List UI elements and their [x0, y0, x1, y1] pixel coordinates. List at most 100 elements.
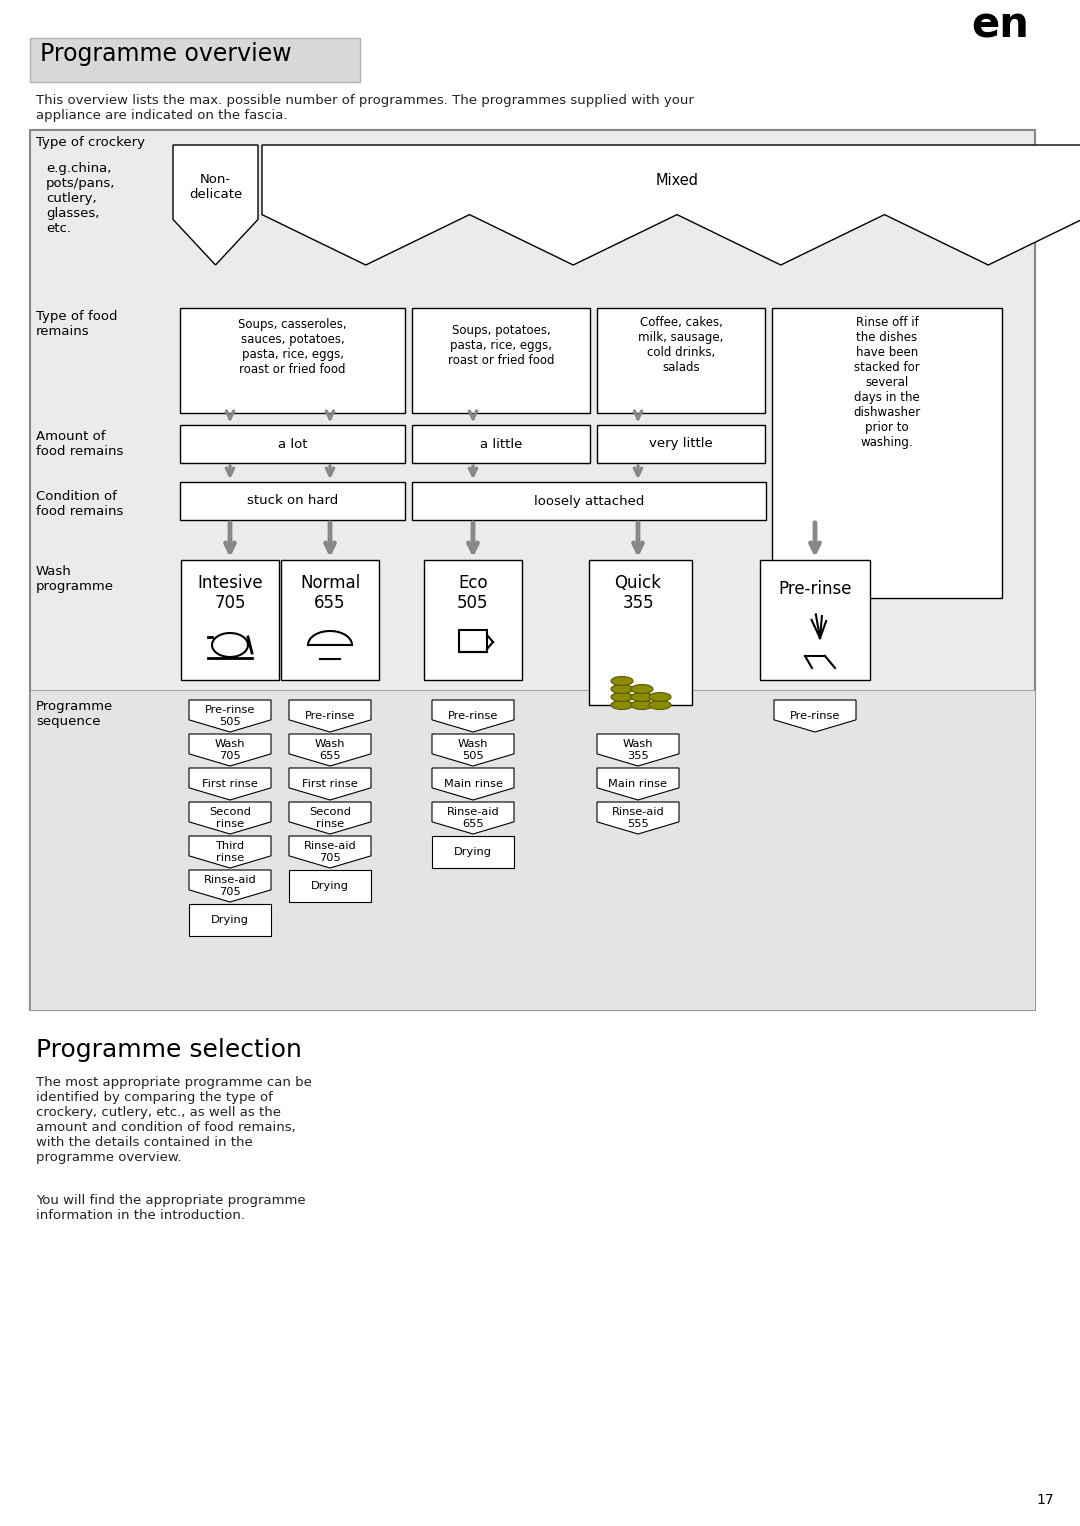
Polygon shape	[774, 700, 856, 732]
Text: 17: 17	[1036, 1492, 1054, 1508]
Bar	[597, 426, 765, 462]
Text: Second
rinse: Second rinse	[309, 807, 351, 829]
Ellipse shape	[649, 700, 671, 710]
Text: Pre-rinse: Pre-rinse	[779, 580, 852, 598]
Polygon shape	[189, 870, 271, 902]
Bar	[180, 426, 405, 462]
Text: Drying: Drying	[311, 881, 349, 891]
Text: 705: 705	[214, 594, 246, 612]
Polygon shape	[173, 145, 258, 266]
Text: Normal: Normal	[300, 574, 360, 592]
Text: Non-
delicate: Non- delicate	[189, 172, 242, 201]
Text: Type of food
remains: Type of food remains	[36, 310, 118, 337]
Bar	[189, 903, 271, 935]
Bar	[289, 870, 372, 902]
Polygon shape	[432, 700, 514, 732]
Polygon shape	[289, 836, 372, 868]
Text: First rinse: First rinse	[302, 778, 357, 789]
Ellipse shape	[649, 693, 671, 702]
Text: Programme
sequence: Programme sequence	[36, 700, 113, 728]
Bar	[411, 482, 766, 520]
Ellipse shape	[611, 685, 633, 693]
Bar	[760, 560, 870, 681]
Polygon shape	[189, 734, 271, 766]
Text: Wash
655: Wash 655	[314, 739, 346, 761]
Text: Wash
programme: Wash programme	[36, 565, 114, 594]
Text: Mixed: Mixed	[656, 172, 699, 188]
Text: Second
rinse: Second rinse	[210, 807, 251, 829]
Text: Rinse-aid
705: Rinse-aid 705	[204, 876, 256, 897]
Polygon shape	[189, 700, 271, 732]
Text: Coffee, cakes,
milk, sausage,
cold drinks,
salads: Coffee, cakes, milk, sausage, cold drink…	[638, 316, 724, 374]
Text: Pre-rinse: Pre-rinse	[448, 711, 498, 720]
Text: Rinse off if
the dishes
have been
stacked for
several
days in the
dishwasher
pri: Rinse off if the dishes have been stacke…	[853, 316, 920, 449]
Text: Rinse-aid
655: Rinse-aid 655	[447, 807, 499, 829]
Text: loosely attached: loosely attached	[534, 494, 644, 508]
Text: This overview lists the max. possible number of programmes. The programmes suppl: This overview lists the max. possible nu…	[36, 95, 693, 122]
Text: Pre-rinse
505: Pre-rinse 505	[205, 705, 255, 726]
Text: Type of crockery: Type of crockery	[36, 136, 145, 150]
Text: Pre-rinse: Pre-rinse	[789, 711, 840, 720]
Text: 355: 355	[622, 594, 653, 612]
Text: Soups, casseroles,
sauces, potatoes,
pasta, rice, eggs,
roast or fried food: Soups, casseroles, sauces, potatoes, pas…	[239, 317, 347, 375]
Text: Wash
705: Wash 705	[215, 739, 245, 761]
Polygon shape	[432, 734, 514, 766]
Text: Amount of
food remains: Amount of food remains	[36, 430, 123, 458]
Text: e.g.china,
pots/pans,
cutlery,
glasses,
etc.: e.g.china, pots/pans, cutlery, glasses, …	[46, 162, 116, 235]
Text: a lot: a lot	[278, 438, 307, 450]
Text: a little: a little	[480, 438, 523, 450]
Text: Third
rinse: Third rinse	[215, 841, 244, 862]
Text: First rinse: First rinse	[202, 778, 258, 789]
Ellipse shape	[611, 676, 633, 685]
Bar	[181, 560, 279, 681]
Bar	[180, 308, 405, 414]
Bar	[597, 308, 765, 414]
Text: The most appropriate programme can be
identified by comparing the type of
crocke: The most appropriate programme can be id…	[36, 1076, 312, 1164]
Bar	[411, 426, 590, 462]
Polygon shape	[597, 803, 679, 835]
Text: Rinse-aid
555: Rinse-aid 555	[611, 807, 664, 829]
Text: Intesive: Intesive	[198, 574, 262, 592]
Polygon shape	[289, 803, 372, 835]
Text: Programme overview: Programme overview	[40, 43, 292, 66]
Text: Rinse-aid
705: Rinse-aid 705	[303, 841, 356, 862]
Text: Quick: Quick	[615, 574, 661, 592]
Text: Drying: Drying	[211, 916, 249, 925]
Polygon shape	[189, 836, 271, 868]
Bar	[432, 836, 514, 868]
Bar	[459, 630, 487, 652]
Bar	[411, 308, 590, 414]
Ellipse shape	[631, 700, 653, 710]
Polygon shape	[189, 803, 271, 835]
Text: Main rinse: Main rinse	[444, 778, 502, 789]
Ellipse shape	[611, 700, 633, 710]
Text: en: en	[971, 5, 1029, 47]
Polygon shape	[432, 803, 514, 835]
Text: Main rinse: Main rinse	[608, 778, 667, 789]
Text: Drying: Drying	[454, 847, 492, 858]
Polygon shape	[289, 734, 372, 766]
Ellipse shape	[631, 693, 653, 702]
Text: You will find the appropriate programme
information in the introduction.: You will find the appropriate programme …	[36, 1193, 306, 1222]
Text: stuck on hard: stuck on hard	[247, 494, 338, 508]
Ellipse shape	[611, 693, 633, 702]
Text: 655: 655	[314, 594, 346, 612]
Bar	[772, 308, 1002, 598]
Polygon shape	[189, 768, 271, 800]
Bar	[281, 560, 379, 681]
Text: very little: very little	[649, 438, 713, 450]
Polygon shape	[432, 768, 514, 800]
Bar	[424, 560, 522, 681]
Text: 505: 505	[457, 594, 489, 612]
Polygon shape	[597, 768, 679, 800]
Polygon shape	[289, 700, 372, 732]
Text: Programme selection: Programme selection	[36, 1038, 302, 1062]
Text: Eco: Eco	[458, 574, 488, 592]
Bar	[30, 38, 360, 82]
Text: Wash
355: Wash 355	[623, 739, 653, 761]
Text: Condition of
food remains: Condition of food remains	[36, 490, 123, 517]
Text: Pre-rinse: Pre-rinse	[305, 711, 355, 720]
Polygon shape	[262, 145, 1080, 266]
Polygon shape	[289, 768, 372, 800]
Text: Wash
505: Wash 505	[458, 739, 488, 761]
